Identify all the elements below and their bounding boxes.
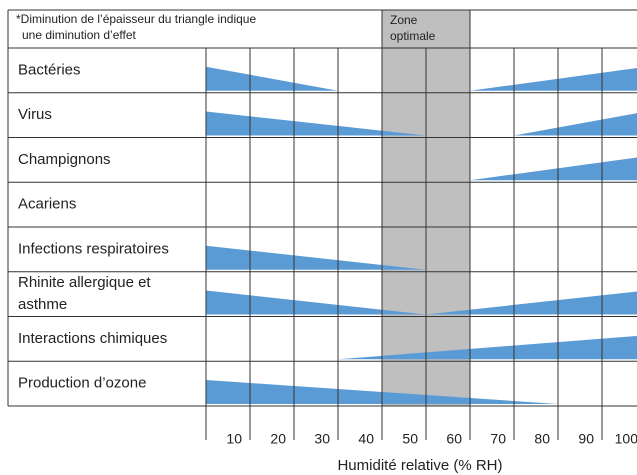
row-label: asthme xyxy=(18,296,67,313)
x-tick-label: 100 xyxy=(615,431,637,447)
note: une diminution d’effet xyxy=(22,28,137,42)
row-label: Acariens xyxy=(18,196,76,213)
x-axis-title: Humidité relative (% RH) xyxy=(337,457,502,474)
row-label: Infections respiratoires xyxy=(18,240,169,257)
row-label: Champignons xyxy=(18,151,111,168)
row-label: Virus xyxy=(18,106,52,123)
x-tick-label: 50 xyxy=(402,431,418,447)
decrease-triangle xyxy=(206,111,426,136)
x-tick-label: 80 xyxy=(534,431,550,447)
note: *Diminution de l’épaisseur du triangle i… xyxy=(16,12,256,26)
increase-triangle xyxy=(514,113,637,136)
x-tick-label: 70 xyxy=(490,431,506,447)
x-tick-label: 90 xyxy=(578,431,594,447)
x-tick-label: 10 xyxy=(226,431,242,447)
increase-triangle xyxy=(426,291,637,315)
row-label: Rhinite allergique et xyxy=(18,274,151,291)
x-tick-label: 60 xyxy=(446,431,462,447)
zone-label: optimale xyxy=(390,29,436,43)
row-label: Production d’ozone xyxy=(18,375,146,392)
x-tick-label: 30 xyxy=(314,431,330,447)
x-tick-label: 20 xyxy=(270,431,286,447)
decrease-triangle xyxy=(206,66,338,91)
increase-triangle xyxy=(338,335,637,360)
increase-triangle xyxy=(470,157,637,181)
row-label: Interactions chimiques xyxy=(18,330,167,347)
increase-triangle xyxy=(470,67,637,91)
zone-label: Zone xyxy=(390,13,418,27)
row-label: Bactéries xyxy=(18,61,81,78)
x-tick-label: 40 xyxy=(358,431,374,447)
decrease-triangle xyxy=(206,290,426,315)
decrease-triangle xyxy=(206,245,426,270)
